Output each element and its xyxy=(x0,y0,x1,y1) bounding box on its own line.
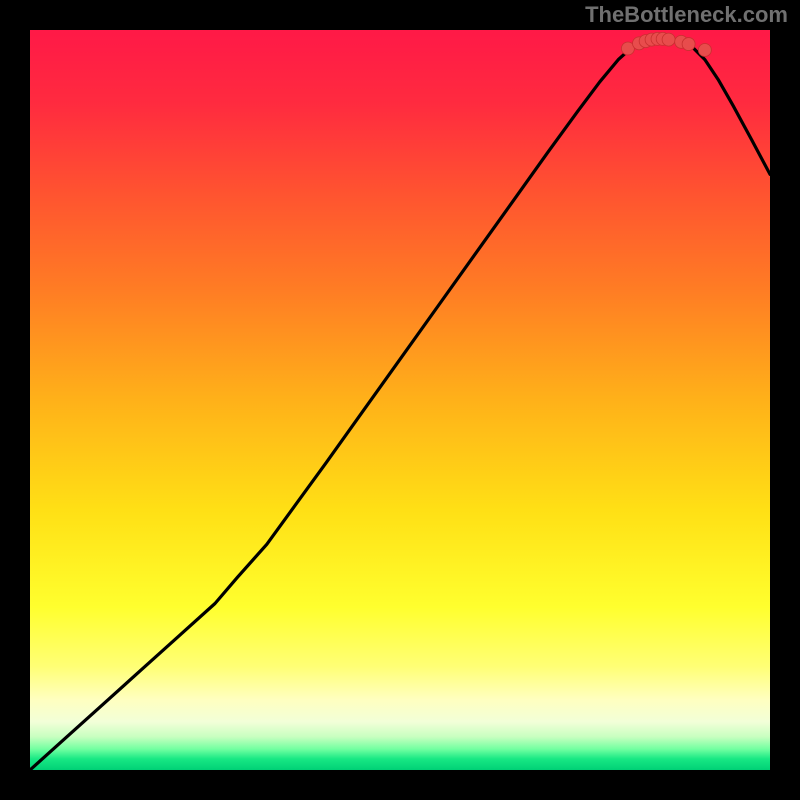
marker-point xyxy=(682,38,695,51)
marker-point xyxy=(698,43,711,56)
chart-container: TheBottleneck.com xyxy=(0,0,800,800)
chart-svg xyxy=(30,30,770,770)
plot-area xyxy=(30,30,770,770)
gradient-background xyxy=(30,30,770,770)
marker-point xyxy=(662,33,675,46)
watermark-text: TheBottleneck.com xyxy=(585,2,788,28)
